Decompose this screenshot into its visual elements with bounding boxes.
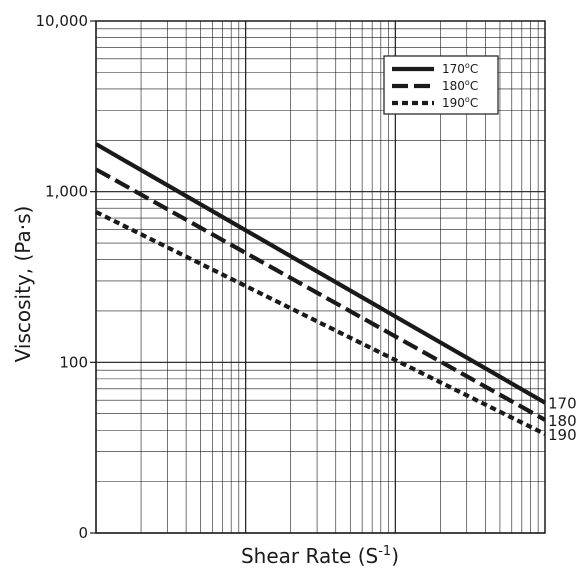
y-tick-labels: 0 100 1,000 10,000 — [36, 12, 96, 542]
series-end-label-190: 190 — [548, 426, 577, 444]
y-tick-label: 100 — [59, 353, 88, 371]
y-tick-label: 1,000 — [45, 183, 88, 201]
plot-frame — [95, 20, 546, 534]
series-line-190 — [95, 210, 546, 436]
x-axis-title-main: Shear Rate (S — [241, 544, 378, 568]
series-line-170 — [94, 142, 547, 405]
legend-items: 170oC 180oC 190oC — [392, 61, 478, 110]
series-end-label-180: 180 — [548, 412, 577, 430]
series-lines — [94, 142, 547, 436]
legend-label-170: 170oC — [442, 61, 478, 76]
legend-label-180: 180oC — [442, 78, 478, 93]
y-tick-label: 0 — [78, 524, 88, 542]
x-axis-title: Shear Rate (S-1) — [241, 544, 399, 568]
legend: 170oC 180oC 190oC — [383, 55, 499, 115]
x-axis-title-close: ) — [391, 544, 399, 568]
legend-label-190: 190oC — [442, 95, 478, 110]
x-axis-title-superscript: -1 — [378, 544, 391, 559]
series-line-180 — [94, 167, 547, 422]
y-axis-title: Viscosity, (Pa·s) — [11, 206, 35, 363]
y-tick-label: 10,000 — [36, 12, 89, 30]
series-end-label-170: 170 — [548, 395, 577, 413]
